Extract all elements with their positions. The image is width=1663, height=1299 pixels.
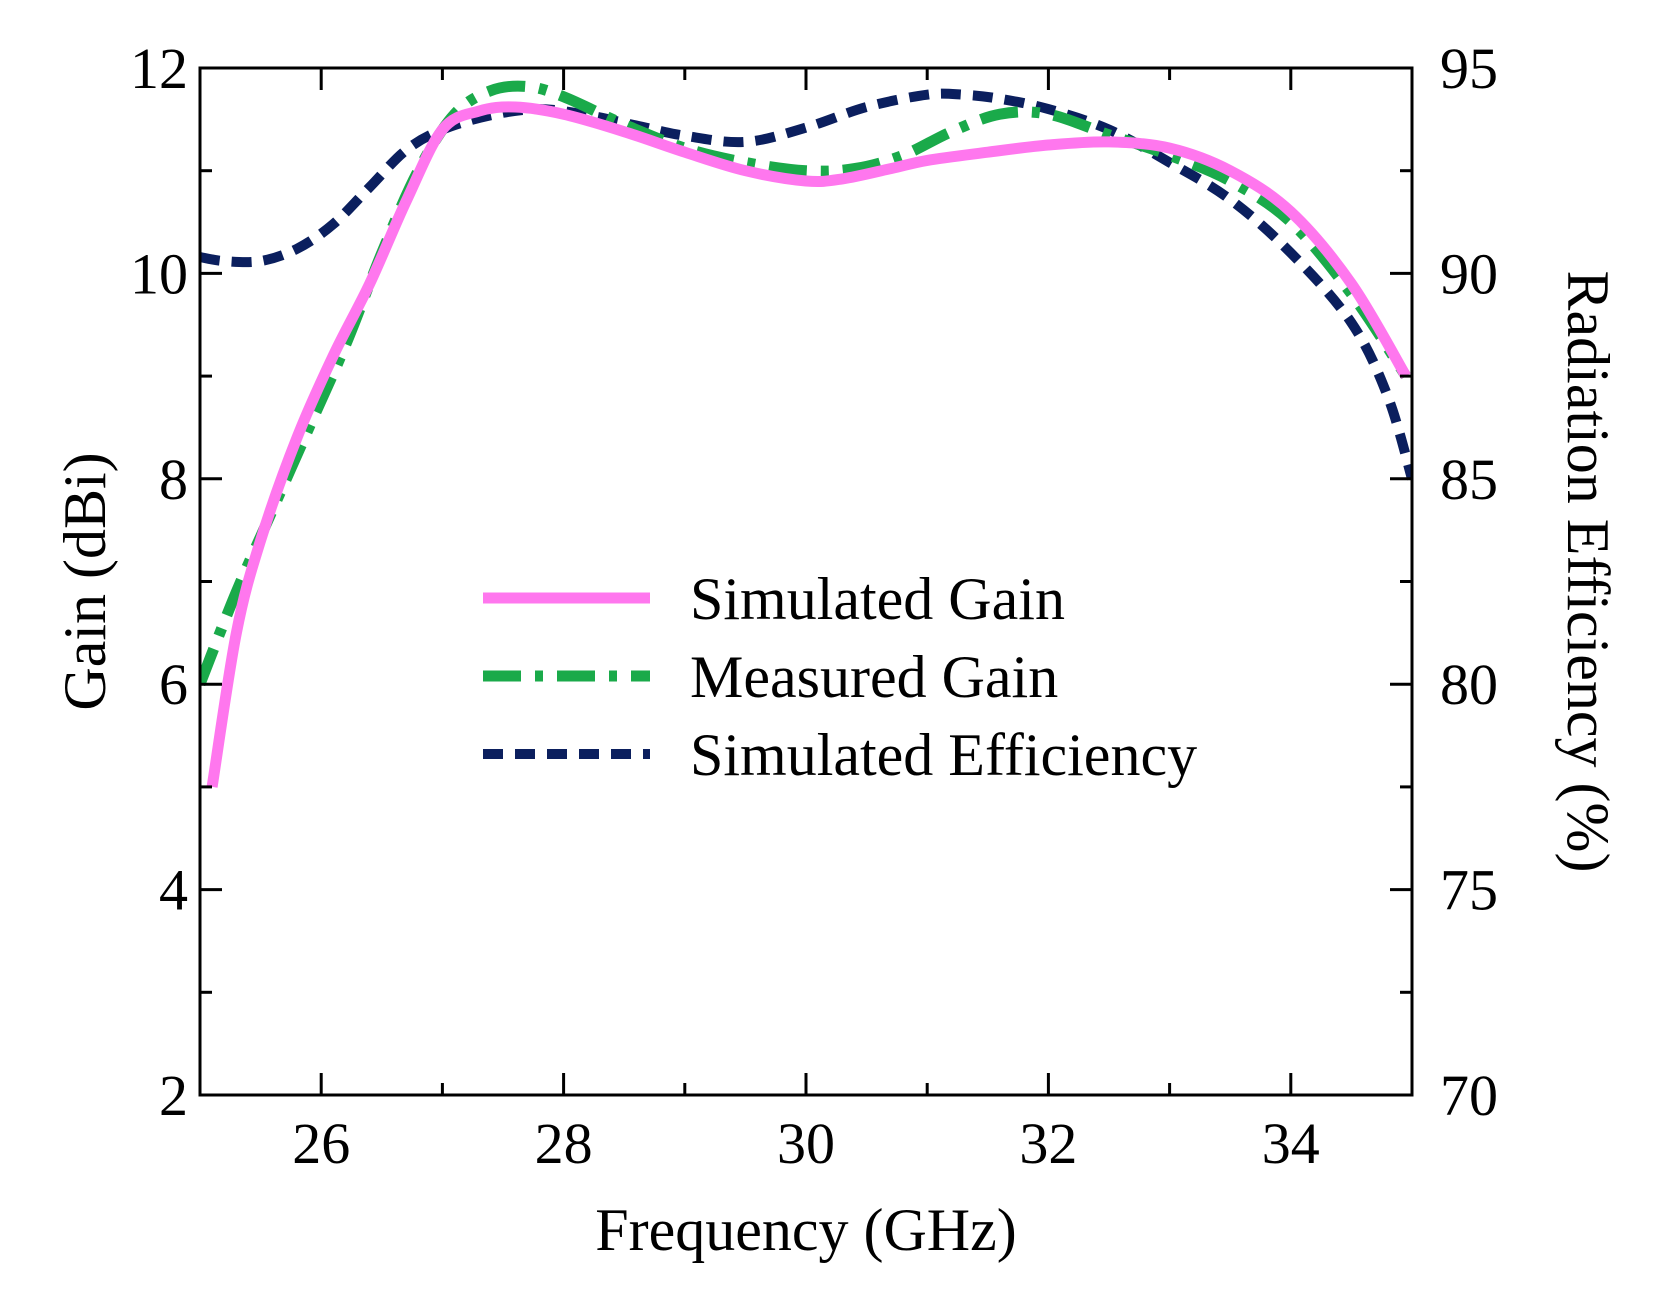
y-left-tick-label: 4 (159, 858, 188, 923)
y-left-axis-label: Gain (dBi) (52, 452, 118, 710)
y-left-tick-label: 8 (159, 447, 188, 512)
y-right-tick-label: 75 (1440, 858, 1498, 923)
y-right-tick-label: 80 (1440, 652, 1498, 717)
x-tick-label: 32 (1019, 1111, 1077, 1176)
y-left-tick-label: 6 (159, 652, 188, 717)
x-tick-label: 28 (535, 1111, 593, 1176)
labels-layer: 26 28 30 32 34 2 4 6 8 10 12 70 75 80 85 90 95 Frequency … (52, 36, 1621, 1263)
y-right-tick-label: 90 (1440, 241, 1498, 306)
series-line-simulated-efficiency (200, 88, 1412, 481)
series-line-simulated-gain (206, 101, 1411, 788)
legend: Simulated Gain Measured Gain Simulated Eff… (483, 566, 1197, 788)
legend-label-simulated-efficiency: Simulated Efficiency (690, 722, 1197, 788)
y-right-tick-label: 70 (1440, 1063, 1498, 1128)
x-tick-label: 30 (777, 1111, 835, 1176)
y-right-axis-label: Radiation Efficiency (%) (1555, 271, 1621, 873)
ticks-layer (198, 66, 1414, 1097)
series-layer (200, 80, 1412, 788)
x-tick-label: 26 (292, 1111, 350, 1176)
y-left-tick-label: 2 (159, 1063, 188, 1128)
legend-label-measured-gain: Measured Gain (690, 644, 1058, 710)
legend-label-simulated-gain: Simulated Gain (690, 566, 1065, 632)
y-right-tick-label: 95 (1440, 36, 1498, 101)
x-tick-label: 34 (1262, 1111, 1320, 1176)
y-right-tick-label: 85 (1440, 447, 1498, 512)
series-line-measured-gain (200, 80, 1411, 687)
y-left-tick-label: 10 (130, 241, 188, 306)
x-axis-label: Frequency (GHz) (595, 1197, 1017, 1263)
y-left-tick-label: 12 (130, 36, 188, 101)
